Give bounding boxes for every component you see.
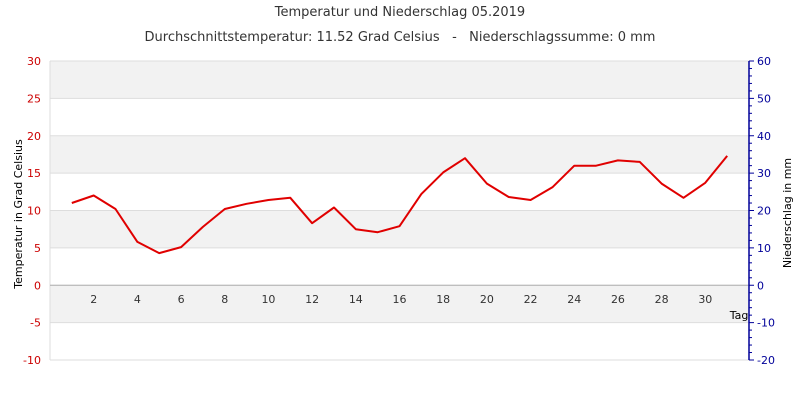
- left-y-axis: -10 -5 0 5 10 15 20 25 30: [23, 55, 41, 367]
- chart-title: Temperatur und Niederschlag 05.2019: [274, 5, 525, 20]
- background-band: [50, 210, 749, 248]
- right-y-axis: -20 -10 0 10 20 30 40 50 60: [748, 55, 775, 367]
- x-tick-label: 12: [305, 293, 319, 306]
- left-tick-label: 20: [27, 130, 41, 143]
- left-tick-label: 25: [27, 92, 41, 105]
- background-band: [50, 173, 749, 211]
- background-band: [50, 98, 749, 136]
- x-tick-label: 6: [178, 293, 185, 306]
- x-tick-label: 18: [436, 293, 450, 306]
- x-tick-label: 10: [261, 293, 275, 306]
- left-tick-label: 0: [34, 279, 41, 292]
- x-tick-label: 14: [349, 293, 363, 306]
- right-tick-label: 60: [757, 55, 771, 68]
- chart-subtitle: Durchschnittstemperatur: 11.52 Grad Cels…: [145, 30, 656, 45]
- x-tick-label: 20: [480, 293, 494, 306]
- x-tick-label: 30: [698, 293, 712, 306]
- x-tick-label: 28: [655, 293, 669, 306]
- background-band: [50, 61, 749, 99]
- x-axis-title: Tag: [729, 309, 749, 322]
- left-tick-label: 10: [27, 205, 41, 218]
- x-tick-label: 2: [90, 293, 97, 306]
- series-group: [71, 155, 728, 255]
- right-tick-label: 40: [757, 130, 771, 143]
- left-tick-label: 15: [27, 167, 41, 180]
- background-band: [50, 135, 749, 174]
- right-tick-label: 10: [757, 242, 771, 255]
- background-band: [50, 285, 749, 323]
- x-tick-label: 24: [567, 293, 581, 306]
- temperature-line: [71, 155, 728, 255]
- right-tick-label: 0: [757, 279, 764, 292]
- left-tick-label: -5: [30, 317, 41, 330]
- left-tick-label: 30: [27, 55, 41, 68]
- right-axis-title: Niederschlag in mm: [781, 158, 794, 268]
- left-tick-label: -10: [23, 354, 41, 367]
- x-tick-label: 4: [134, 293, 141, 306]
- x-tick-label: 16: [393, 293, 407, 306]
- right-tick-label: 50: [757, 92, 771, 105]
- x-axis: 2 4 6 8 10 12 14 16 18 20 22 24 26 28 30: [90, 293, 712, 306]
- background-bands: [50, 61, 749, 360]
- left-tick-label: 5: [34, 242, 41, 255]
- right-tick-label: -20: [757, 354, 775, 367]
- x-tick-label: 26: [611, 293, 625, 306]
- right-tick-label: -10: [757, 317, 775, 330]
- background-band: [50, 247, 749, 286]
- x-tick-label: 8: [221, 293, 228, 306]
- x-tick-label: 22: [524, 293, 538, 306]
- background-band: [50, 322, 749, 360]
- right-tick-label: 30: [757, 167, 771, 180]
- left-axis-title: Temperatur in Grad Celsius: [12, 139, 25, 290]
- right-tick-label: 20: [757, 205, 771, 218]
